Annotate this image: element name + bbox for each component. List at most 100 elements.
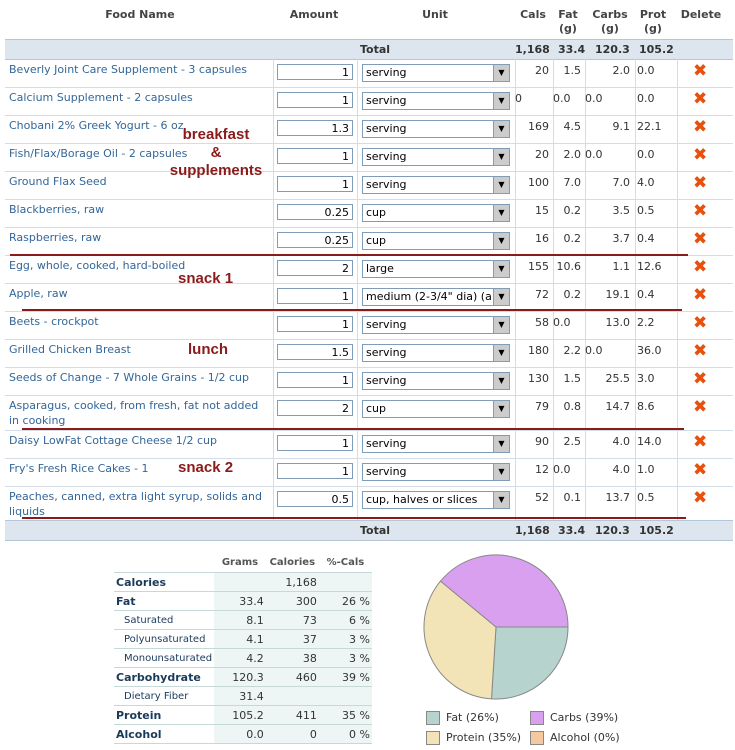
food-name-link[interactable]: Beverly Joint Care Supplement - 3 capsul… [9,63,247,76]
chevron-down-icon[interactable]: ▼ [493,401,509,417]
col-amount: Amount [289,8,339,21]
amount-input[interactable]: 1 [277,288,353,304]
amount-input[interactable]: 1.3 [277,120,353,136]
summary-col-grams: Grams [214,552,266,573]
delete-icon[interactable]: ✖ [693,488,708,508]
unit-select[interactable]: medium (2-3/4" dia) (a ▼ [362,288,510,306]
col-carbs: Carbs (g) [585,8,635,36]
food-name-link[interactable]: Egg, whole, cooked, hard-boiled [9,259,186,272]
delete-icon[interactable]: ✖ [693,460,708,480]
amount-input[interactable]: 0.5 [277,491,353,507]
column-separator [677,59,678,87]
food-name-link[interactable]: Ground Flax Seed [9,175,107,188]
column-separator [553,458,554,486]
summary-grams: 0.0 [214,724,266,744]
unit-select[interactable]: serving ▼ [362,64,510,82]
chevron-down-icon[interactable]: ▼ [493,233,509,249]
unit-select[interactable]: cup ▼ [362,400,510,418]
delete-icon[interactable]: ✖ [693,313,708,333]
delete-icon[interactable]: ✖ [693,89,708,109]
chevron-down-icon[interactable]: ▼ [493,149,509,165]
amount-input[interactable]: 1 [277,435,353,451]
food-name-link[interactable]: Chobani 2% Greek Yogurt - 6 oz [9,119,184,132]
summary-pct: 3 % [318,629,372,649]
chevron-down-icon[interactable]: ▼ [493,345,509,361]
delete-icon[interactable]: ✖ [693,397,708,417]
unit-select[interactable]: serving ▼ [362,176,510,194]
column-separator [553,339,554,367]
chevron-down-icon[interactable]: ▼ [493,317,509,333]
food-name-link[interactable]: Seeds of Change - 7 Whole Grains - 1/2 c… [9,371,250,384]
carbs-value: 0.0 [585,148,603,161]
unit-select[interactable]: cup ▼ [362,204,510,222]
delete-icon[interactable]: ✖ [693,341,708,361]
amount-input[interactable]: 0.25 [277,204,353,220]
column-separator [553,395,554,430]
delete-icon[interactable]: ✖ [693,285,708,305]
unit-select[interactable]: serving ▼ [362,344,510,362]
amount-input[interactable]: 1 [277,148,353,164]
delete-icon[interactable]: ✖ [693,432,708,452]
food-name-link[interactable]: Fry's Fresh Rice Cakes - 1 [9,462,149,475]
chevron-down-icon[interactable]: ▼ [493,177,509,193]
chevron-down-icon[interactable]: ▼ [493,436,509,452]
food-name-link[interactable]: Asparagus, cooked, from fresh, fat not a… [9,399,259,427]
food-name-link[interactable]: Fish/Flax/Borage Oil - 2 capsules [9,147,188,160]
unit-select[interactable]: cup, halves or slices ▼ [362,491,510,509]
food-name-link[interactable]: Beets - crockpot [9,315,99,328]
column-separator [585,87,586,115]
delete-icon[interactable]: ✖ [693,229,708,249]
chevron-down-icon[interactable]: ▼ [493,492,509,508]
fat-value: 0.2 [563,204,582,217]
amount-input[interactable]: 1 [277,316,353,332]
amount-input[interactable]: 1 [277,463,353,479]
amount-input[interactable]: 1 [277,64,353,80]
food-name-link[interactable]: Blackberries, raw [9,203,105,216]
column-separator [635,143,636,171]
chevron-down-icon[interactable]: ▼ [493,121,509,137]
chevron-down-icon[interactable]: ▼ [493,93,509,109]
food-name-link[interactable]: Grilled Chicken Breast [9,343,131,356]
amount-input[interactable]: 1 [277,176,353,192]
delete-icon[interactable]: ✖ [693,173,708,193]
unit-select[interactable]: serving ▼ [362,463,510,481]
food-name-link[interactable]: Apple, raw [9,287,68,300]
amount-input[interactable]: 1.5 [277,344,353,360]
unit-select[interactable]: serving ▼ [362,316,510,334]
chevron-down-icon[interactable]: ▼ [493,205,509,221]
carbs-value: 4.0 [612,435,631,448]
amount-input[interactable]: 2 [277,400,353,416]
chevron-down-icon[interactable]: ▼ [493,373,509,389]
chevron-down-icon[interactable]: ▼ [493,464,509,480]
summary-pct [318,572,372,592]
food-name-link[interactable]: Raspberries, raw [9,231,102,244]
column-separator [273,59,274,87]
amount-input[interactable]: 1 [277,92,353,108]
food-name-link[interactable]: Peaches, canned, extra light syrup, soli… [9,490,262,518]
column-separator [585,143,586,171]
column-separator [515,115,516,143]
food-name-link[interactable]: Daisy LowFat Cottage Cheese 1/2 cup [9,434,217,447]
amount-input[interactable]: 0.25 [277,232,353,248]
delete-icon[interactable]: ✖ [693,257,708,277]
total-prot: 105.2 [639,524,674,537]
amount-input[interactable]: 1 [277,372,353,388]
unit-select[interactable]: serving ▼ [362,372,510,390]
unit-select[interactable]: serving ▼ [362,435,510,453]
unit-select[interactable]: serving ▼ [362,148,510,166]
unit-select[interactable]: serving ▼ [362,92,510,110]
chevron-down-icon[interactable]: ▼ [493,65,509,81]
delete-icon[interactable]: ✖ [693,61,708,81]
delete-icon[interactable]: ✖ [693,145,708,165]
unit-select[interactable]: serving ▼ [362,120,510,138]
chevron-down-icon[interactable]: ▼ [493,261,509,277]
amount-input[interactable]: 2 [277,260,353,276]
unit-select[interactable]: large ▼ [362,260,510,278]
column-separator [515,199,516,227]
delete-icon[interactable]: ✖ [693,117,708,137]
unit-select[interactable]: cup ▼ [362,232,510,250]
food-name-link[interactable]: Calcium Supplement - 2 capsules [9,91,193,104]
delete-icon[interactable]: ✖ [693,369,708,389]
chevron-down-icon[interactable]: ▼ [493,289,509,305]
delete-icon[interactable]: ✖ [693,201,708,221]
